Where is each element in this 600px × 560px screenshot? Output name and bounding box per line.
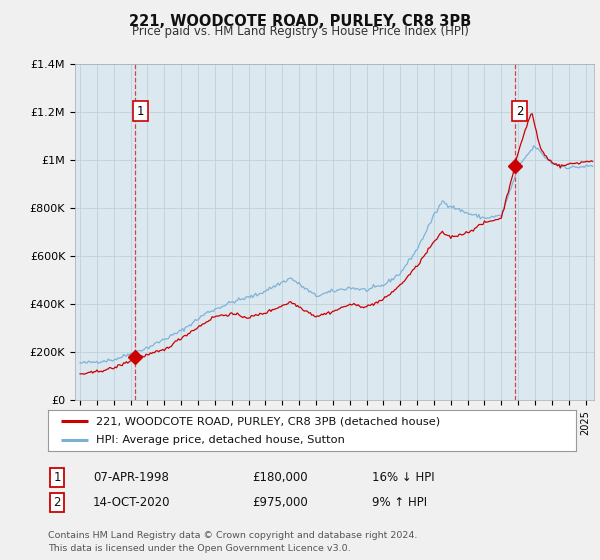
Text: 221, WOODCOTE ROAD, PURLEY, CR8 3PB (detached house): 221, WOODCOTE ROAD, PURLEY, CR8 3PB (det… bbox=[95, 417, 440, 426]
Text: 9% ↑ HPI: 9% ↑ HPI bbox=[372, 496, 427, 509]
Text: 1: 1 bbox=[53, 471, 61, 484]
Text: 16% ↓ HPI: 16% ↓ HPI bbox=[372, 471, 434, 484]
Text: Contains HM Land Registry data © Crown copyright and database right 2024.
This d: Contains HM Land Registry data © Crown c… bbox=[48, 531, 418, 553]
Text: 1: 1 bbox=[136, 105, 144, 118]
Text: 221, WOODCOTE ROAD, PURLEY, CR8 3PB: 221, WOODCOTE ROAD, PURLEY, CR8 3PB bbox=[129, 14, 471, 29]
Text: 2: 2 bbox=[53, 496, 61, 509]
Text: HPI: Average price, detached house, Sutton: HPI: Average price, detached house, Sutt… bbox=[95, 435, 344, 445]
Text: £975,000: £975,000 bbox=[252, 496, 308, 509]
Text: 07-APR-1998: 07-APR-1998 bbox=[93, 471, 169, 484]
Text: 2: 2 bbox=[516, 105, 523, 118]
Text: Price paid vs. HM Land Registry's House Price Index (HPI): Price paid vs. HM Land Registry's House … bbox=[131, 25, 469, 38]
Text: 14-OCT-2020: 14-OCT-2020 bbox=[93, 496, 170, 509]
Text: £180,000: £180,000 bbox=[252, 471, 308, 484]
